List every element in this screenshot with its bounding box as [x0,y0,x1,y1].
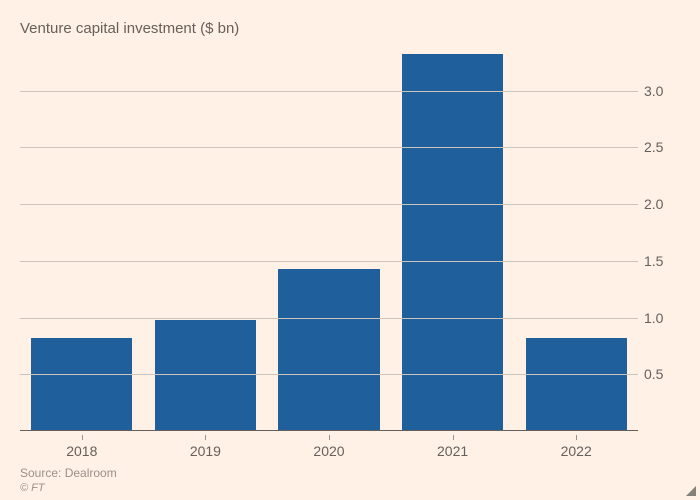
bar [526,338,627,431]
y-tick-label: 0.5 [644,366,680,382]
grid-line [20,318,638,319]
bar [31,338,132,431]
chart-footer: Source: Dealroom © FT [20,466,117,494]
x-tick-label: 2020 [313,443,344,459]
y-tick-label: 1.0 [644,310,680,326]
grid-line [20,147,638,148]
bar [278,269,379,431]
x-axis: 2018 2019 2020 2021 2022 [20,435,638,465]
y-tick-label: 3.0 [644,83,680,99]
fold-icon [686,486,696,496]
chart-subtitle: Venture capital investment ($ bn) [20,20,680,37]
chart-container: Venture capital investment ($ bn) 0.5 1.0… [0,0,700,500]
x-tick [576,435,577,440]
grid-line [20,261,638,262]
grid-line [20,374,638,375]
x-tick-label: 2022 [561,443,592,459]
source-text: Source: Dealroom [20,466,117,480]
x-tick [453,435,454,440]
x-tick-label: 2021 [437,443,468,459]
x-tick [329,435,330,440]
bar [155,320,256,431]
y-tick-label: 1.5 [644,253,680,269]
x-tick [82,435,83,440]
x-tick-label: 2018 [66,443,97,459]
y-tick-label: 2.0 [644,196,680,212]
x-tick [205,435,206,440]
grid-line [20,204,638,205]
grid-line [20,91,638,92]
plot-area: 0.5 1.0 1.5 2.0 2.5 3.0 [20,51,680,431]
y-tick-label: 2.5 [644,139,680,155]
x-tick-label: 2019 [190,443,221,459]
baseline [20,430,638,431]
copyright-text: © FT [20,482,117,494]
